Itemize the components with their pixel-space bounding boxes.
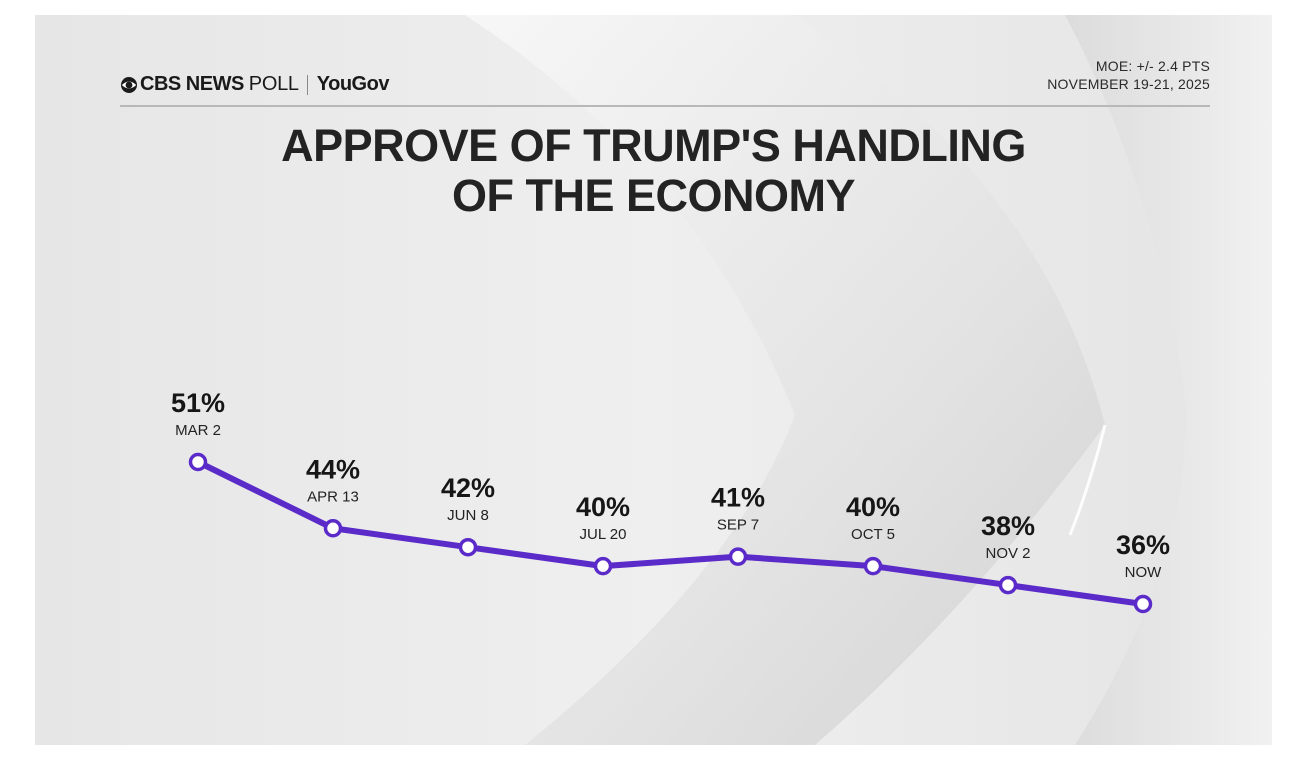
margin-of-error: MOE: +/- 2.4 PTS [1095, 58, 1210, 74]
data-value-label: 40% [576, 492, 630, 522]
cbs-eye-icon [121, 76, 137, 93]
data-value-label: 36% [1116, 530, 1170, 560]
date-label: APR 13 [307, 488, 359, 505]
partner-name: YouGov [316, 73, 390, 95]
poll-graphic: CBS NEWS POLL YouGov MOE: +/- 2.4 PTS NO… [35, 15, 1272, 745]
data-point-marker [593, 556, 613, 576]
data-point-marker [458, 537, 478, 557]
line-chart: 51% MAR 2 44% APR 13 42% JUN 8 40% JUL 20 41% SEP… [171, 388, 1170, 614]
data-point-marker [863, 556, 883, 576]
data-value-label: 41% [711, 483, 765, 513]
data-point-marker [323, 519, 343, 538]
poll-meta: MOE: +/- 2.4 PTS NOVEMBER 19-21, 2025 [1047, 57, 1210, 93]
poll-dates: NOVEMBER 19-21, 2025 [1047, 76, 1210, 92]
date-label: JUN 8 [447, 507, 489, 524]
date-label: JUL 20 [580, 526, 627, 543]
date-label: NOV 2 [985, 545, 1030, 562]
data-point-marker [728, 547, 748, 566]
data-value-label: 44% [306, 454, 360, 484]
title-line-2: OF THE ECONOMY [451, 170, 856, 221]
data-value-label: 42% [441, 473, 495, 503]
logo-divider [306, 74, 308, 95]
header-bar: CBS NEWS POLL YouGov MOE: +/- 2.4 PTS NO… [120, 58, 1210, 107]
poll-label: POLL [248, 73, 299, 95]
data-point-marker [1133, 594, 1153, 614]
data-point-marker [188, 452, 208, 472]
title-line-1: APPROVE OF TRUMP'S HANDLING [281, 120, 1026, 171]
data-value-label: 51% [171, 388, 225, 418]
date-label: OCT 5 [851, 526, 895, 543]
cbs-yougov-logo: CBS NEWS POLL YouGov [120, 73, 389, 96]
date-label: SEP 7 [717, 517, 759, 534]
data-point-marker [998, 575, 1018, 595]
data-value-label: 40% [846, 492, 900, 522]
series-line [195, 459, 1146, 607]
background-swoosh [35, 15, 1272, 745]
brand-name: CBS NEWS [140, 73, 244, 95]
date-label: MAR 2 [175, 422, 221, 439]
chart-title: APPROVE OF TRUMP'S HANDLING OF THE ECONO… [35, 121, 1272, 221]
data-value-label: 38% [981, 511, 1035, 541]
date-label: NOW [1125, 564, 1163, 581]
